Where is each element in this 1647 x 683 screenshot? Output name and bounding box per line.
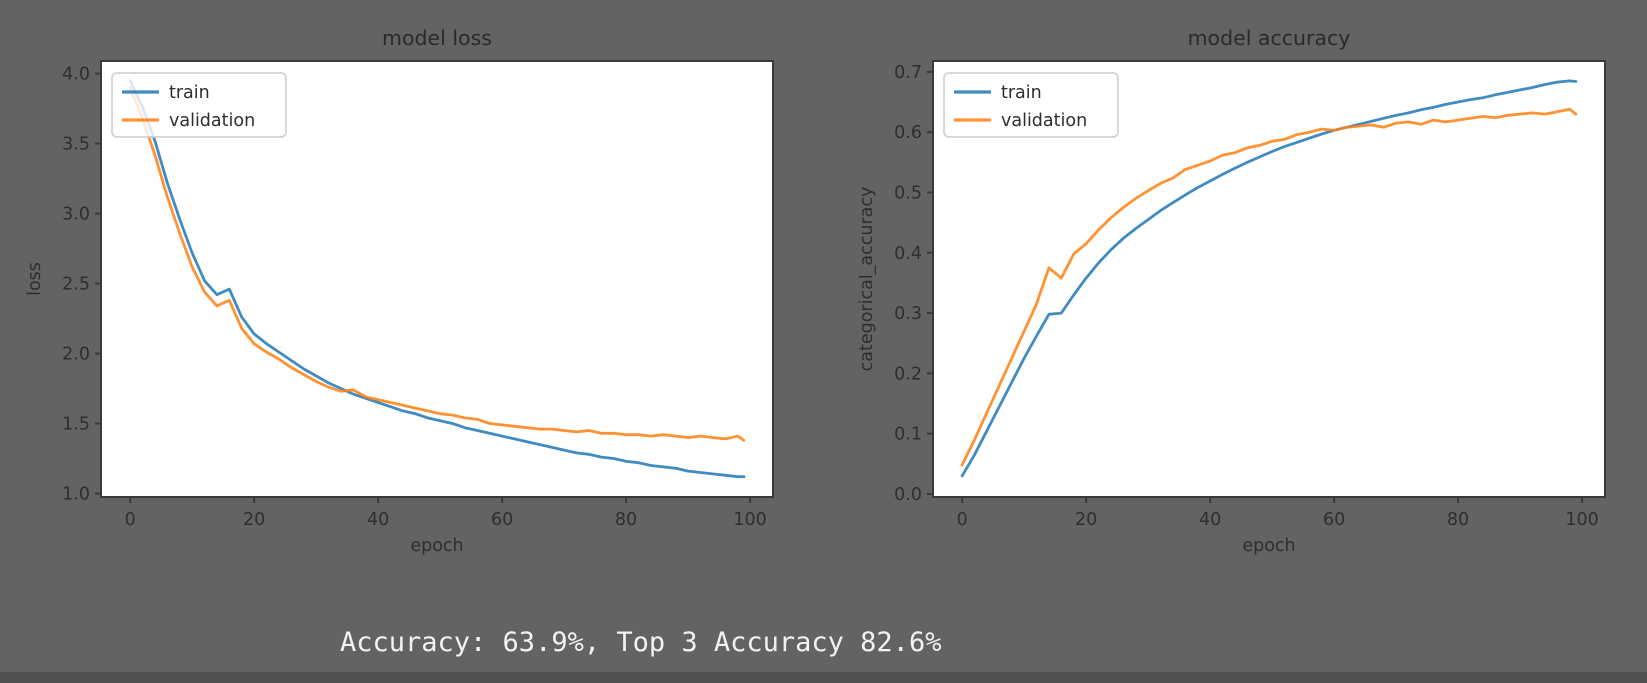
y-tick-label: 2.5 [62, 275, 90, 295]
y-tick-label: 0.2 [894, 364, 922, 384]
y-tick-label: 3.5 [62, 135, 90, 155]
y-tick-label: 1.0 [62, 485, 90, 505]
y-axis-label: loss [25, 262, 45, 296]
legend-label-validation: validation [169, 111, 255, 131]
x-tick-label: 100 [733, 510, 766, 530]
series-line-validation [960, 107, 1578, 467]
axes-spines [100, 60, 774, 498]
chart-title: model loss [382, 26, 492, 50]
x-tick-label: 100 [1565, 510, 1598, 530]
y-tick-label: 4.0 [62, 65, 90, 85]
x-axis-label: epoch [410, 536, 463, 556]
x-tick-label: 20 [1075, 510, 1097, 530]
y-tick-label: 2.0 [62, 345, 90, 365]
x-tick-label: 40 [367, 510, 389, 530]
model-accuracy-chart: 0 20 40 60 80 100 0.0 0.1 0.2 0.3 0.4 0.5 0.6 0.7 mode… [857, 26, 1606, 556]
x-tick-label: 40 [1199, 510, 1221, 530]
x-tick-label: 60 [491, 510, 513, 530]
series-line-validation [128, 86, 746, 442]
chart-title: model accuracy [1188, 26, 1351, 50]
series-line-train [960, 79, 1578, 478]
y-tick-label: 1.5 [62, 415, 90, 435]
series-line-train [128, 79, 746, 479]
y-tick-label: 0.3 [894, 304, 922, 324]
legend-label-validation: validation [1001, 111, 1087, 131]
y-tick-label: 3.0 [62, 205, 90, 225]
axes-spines [932, 60, 1606, 498]
x-tick-label: 80 [1447, 510, 1469, 530]
model-loss-chart: 0 20 40 60 80 100 1.0 1.5 2.0 2.5 3.0 3.5 4.0 model l… [25, 26, 774, 556]
x-axis-label: epoch [1242, 536, 1295, 556]
x-tick-label: 80 [615, 510, 637, 530]
bottom-edge-strip [0, 672, 1647, 683]
accuracy-status-text: Accuracy: 63.9%, Top 3 Accuracy 82.6% [340, 627, 942, 658]
y-tick-label: 0.7 [894, 63, 922, 83]
y-tick-label: 0.0 [894, 485, 922, 505]
y-tick-label: 0.5 [894, 183, 922, 203]
y-tick-label: 0.4 [894, 244, 922, 264]
y-tick-label: 0.1 [894, 425, 922, 445]
x-tick-label: 20 [243, 510, 265, 530]
x-tick-label: 0 [125, 510, 136, 530]
x-tick-label: 0 [957, 510, 968, 530]
legend-label-train: train [1001, 83, 1042, 103]
y-axis-label: categorical_accuracy [857, 187, 877, 372]
x-tick-label: 60 [1323, 510, 1345, 530]
y-tick-label: 0.6 [894, 123, 922, 143]
legend-label-train: train [169, 83, 210, 103]
